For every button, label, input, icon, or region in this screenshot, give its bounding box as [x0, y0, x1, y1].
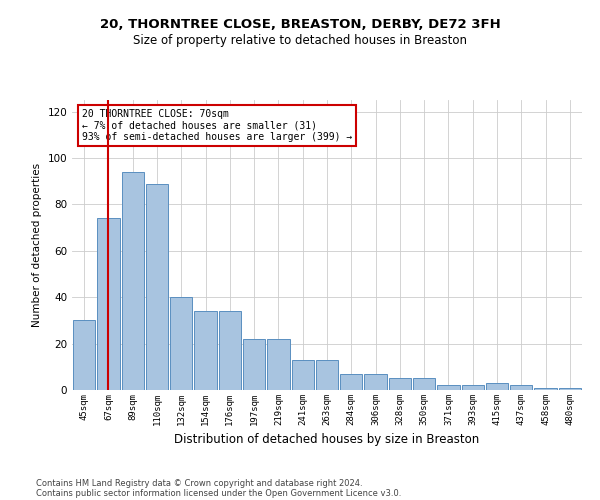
Bar — [218, 311, 241, 390]
Text: 20 THORNTREE CLOSE: 70sqm
← 7% of detached houses are smaller (31)
93% of semi-d: 20 THORNTREE CLOSE: 70sqm ← 7% of detach… — [82, 108, 352, 142]
Bar — [437, 386, 460, 390]
Bar — [510, 386, 532, 390]
Bar — [146, 184, 168, 390]
Bar — [389, 378, 411, 390]
Bar — [340, 374, 362, 390]
Bar — [461, 386, 484, 390]
Bar — [535, 388, 557, 390]
Text: 20, THORNTREE CLOSE, BREASTON, DERBY, DE72 3FH: 20, THORNTREE CLOSE, BREASTON, DERBY, DE… — [100, 18, 500, 30]
Bar — [364, 374, 387, 390]
Bar — [122, 172, 144, 390]
Bar — [292, 360, 314, 390]
Bar — [486, 383, 508, 390]
Bar — [413, 378, 436, 390]
X-axis label: Distribution of detached houses by size in Breaston: Distribution of detached houses by size … — [175, 434, 479, 446]
Bar — [97, 218, 119, 390]
Bar — [267, 339, 290, 390]
Bar — [316, 360, 338, 390]
Bar — [559, 388, 581, 390]
Bar — [243, 339, 265, 390]
Text: Contains public sector information licensed under the Open Government Licence v3: Contains public sector information licen… — [36, 488, 401, 498]
Text: Contains HM Land Registry data © Crown copyright and database right 2024.: Contains HM Land Registry data © Crown c… — [36, 478, 362, 488]
Bar — [73, 320, 95, 390]
Text: Size of property relative to detached houses in Breaston: Size of property relative to detached ho… — [133, 34, 467, 47]
Y-axis label: Number of detached properties: Number of detached properties — [32, 163, 42, 327]
Bar — [170, 297, 193, 390]
Bar — [194, 311, 217, 390]
